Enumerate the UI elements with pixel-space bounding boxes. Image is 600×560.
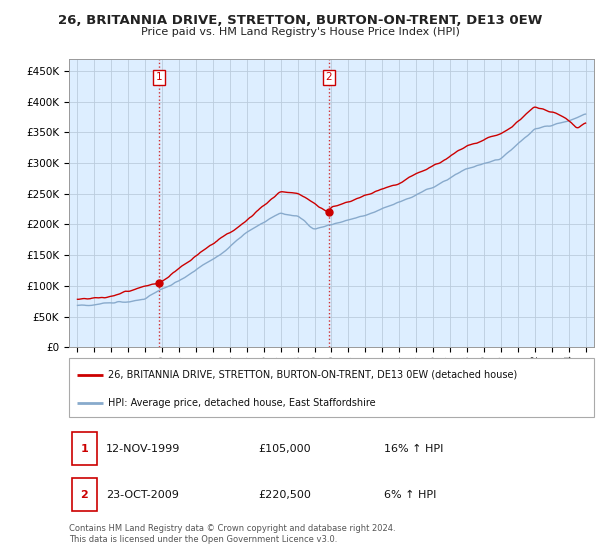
Text: HPI: Average price, detached house, East Staffordshire: HPI: Average price, detached house, East… xyxy=(109,398,376,408)
Text: 26, BRITANNIA DRIVE, STRETTON, BURTON-ON-TRENT, DE13 0EW: 26, BRITANNIA DRIVE, STRETTON, BURTON-ON… xyxy=(58,14,542,27)
Text: 23-OCT-2009: 23-OCT-2009 xyxy=(106,490,179,500)
FancyBboxPatch shape xyxy=(69,358,594,417)
Text: 12-NOV-1999: 12-NOV-1999 xyxy=(106,444,180,454)
Text: Contains HM Land Registry data © Crown copyright and database right 2024.
This d: Contains HM Land Registry data © Crown c… xyxy=(69,524,395,544)
Text: 26, BRITANNIA DRIVE, STRETTON, BURTON-ON-TRENT, DE13 0EW (detached house): 26, BRITANNIA DRIVE, STRETTON, BURTON-ON… xyxy=(109,370,518,380)
Text: 16% ↑ HPI: 16% ↑ HPI xyxy=(384,444,443,454)
FancyBboxPatch shape xyxy=(71,478,97,511)
Text: 2: 2 xyxy=(80,490,88,500)
Text: £220,500: £220,500 xyxy=(258,490,311,500)
Text: 2: 2 xyxy=(325,72,332,82)
FancyBboxPatch shape xyxy=(71,432,97,465)
Text: 1: 1 xyxy=(156,72,163,82)
Text: 1: 1 xyxy=(80,444,88,454)
Text: Price paid vs. HM Land Registry's House Price Index (HPI): Price paid vs. HM Land Registry's House … xyxy=(140,27,460,37)
Text: £105,000: £105,000 xyxy=(258,444,311,454)
Text: 6% ↑ HPI: 6% ↑ HPI xyxy=(384,490,436,500)
